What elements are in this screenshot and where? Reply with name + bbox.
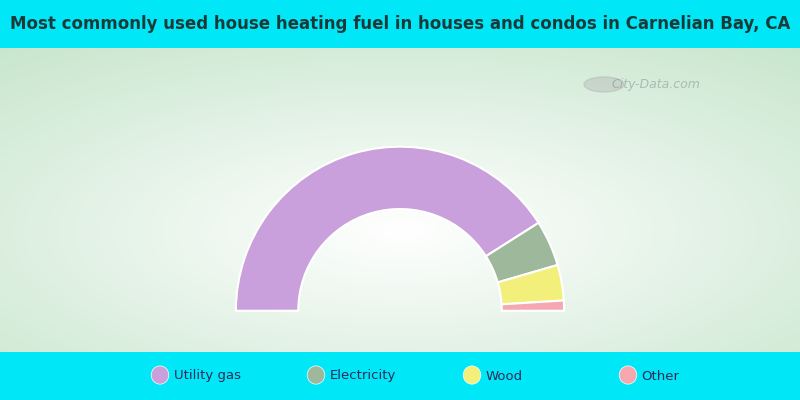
Wedge shape — [498, 265, 564, 304]
Wedge shape — [502, 300, 564, 311]
Wedge shape — [236, 147, 538, 311]
Ellipse shape — [619, 366, 637, 384]
Circle shape — [584, 77, 624, 92]
Ellipse shape — [463, 366, 481, 384]
Text: Wood: Wood — [486, 370, 522, 382]
Text: Utility gas: Utility gas — [174, 370, 241, 382]
Ellipse shape — [151, 366, 169, 384]
Text: City-Data.com: City-Data.com — [611, 78, 701, 91]
Text: Most commonly used house heating fuel in houses and condos in Carnelian Bay, CA: Most commonly used house heating fuel in… — [10, 15, 790, 33]
Text: Electricity: Electricity — [330, 370, 396, 382]
Text: Other: Other — [642, 370, 679, 382]
Wedge shape — [486, 223, 558, 282]
Ellipse shape — [307, 366, 325, 384]
